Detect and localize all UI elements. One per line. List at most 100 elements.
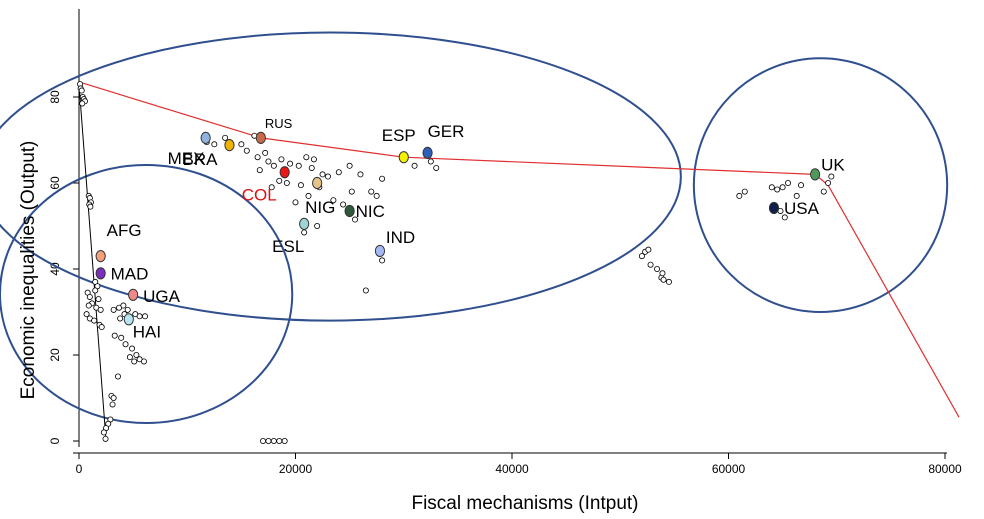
data-point (124, 306, 131, 313)
data-point (95, 296, 102, 303)
data-point (779, 184, 786, 191)
data-point (83, 311, 90, 318)
country-marker-hai (123, 313, 134, 326)
y-tick-label: 20 (48, 348, 62, 362)
data-point (136, 313, 143, 320)
data-point (660, 276, 667, 283)
data-point (781, 214, 788, 221)
country-marker-col (279, 166, 290, 179)
x-tick-label: 0 (76, 462, 83, 476)
country-label-nic: NIC (356, 202, 385, 221)
x-tick-label: 40000 (495, 462, 529, 476)
data-point (305, 192, 312, 199)
country-label-uga: UGA (143, 287, 181, 306)
data-point (92, 287, 99, 294)
data-point (741, 188, 748, 195)
data-point (645, 246, 652, 253)
country-label-col: COL (242, 185, 277, 204)
data-point (785, 179, 792, 186)
data-point (659, 270, 666, 277)
data-point (308, 164, 315, 171)
country-marker-bra (224, 139, 235, 152)
data-point (335, 169, 342, 176)
data-point (281, 437, 288, 444)
data-point (427, 158, 434, 165)
country-marker-nic (344, 204, 355, 218)
data-point (114, 373, 121, 380)
data-point (222, 134, 229, 141)
country-marker-ger (422, 146, 433, 159)
country-marker-rus (255, 131, 266, 144)
country-marker-esl (299, 217, 310, 230)
data-point (368, 188, 375, 195)
data-point (265, 437, 272, 444)
data-point (120, 302, 127, 309)
country-marker-usa (768, 201, 780, 215)
data-point (828, 173, 835, 180)
data-point (768, 184, 775, 191)
data-point (357, 171, 364, 178)
cluster-ellipses (0, 31, 949, 424)
data-point (118, 334, 125, 341)
data-point (86, 293, 93, 300)
data-point (314, 222, 321, 229)
data-point (126, 354, 133, 361)
data-point (140, 358, 147, 365)
data-point (825, 179, 832, 186)
data-point (301, 229, 308, 236)
data-point (295, 162, 302, 169)
data-point (142, 313, 149, 320)
data-point (373, 192, 380, 199)
data-point (265, 158, 272, 165)
data-point (310, 156, 317, 163)
country-label-esp: ESP (382, 126, 416, 145)
country-label-afg: AFG (107, 221, 142, 240)
data-point (270, 162, 277, 169)
data-point (324, 173, 331, 180)
data-point (260, 437, 267, 444)
axes: 0 20000 40000 60000 80000 0 20 40 60 80 (48, 9, 962, 476)
data-point (292, 199, 299, 206)
country-label-esl: ESL (272, 237, 304, 256)
data-point (117, 315, 124, 322)
data-point (283, 179, 290, 186)
data-point (79, 100, 86, 107)
data-point (278, 156, 285, 163)
country-marker-mex (200, 131, 211, 144)
country-label-mad: MAD (111, 264, 149, 283)
country-marker-afg (95, 250, 106, 263)
data-point (348, 188, 355, 195)
y-tick-label: 60 (48, 176, 62, 190)
data-point (87, 203, 94, 210)
data-point (111, 332, 118, 339)
data-point (268, 184, 275, 191)
country-marker-ind (374, 244, 386, 258)
data-point (736, 192, 743, 199)
data-point (129, 345, 136, 352)
country-label-mex: MEX (168, 149, 205, 168)
data-point (379, 175, 386, 182)
data-point (303, 154, 310, 161)
data-point (352, 216, 359, 223)
data-point (270, 437, 277, 444)
data-point (262, 149, 269, 156)
data-point (110, 306, 117, 313)
data-point (319, 171, 326, 178)
data-point (638, 253, 645, 260)
data-point (243, 147, 250, 154)
frontier-line-black (78, 84, 107, 442)
data-point (133, 351, 140, 358)
data-point (85, 302, 92, 309)
data-point (340, 201, 347, 208)
y-tick-label: 80 (48, 90, 62, 104)
data-point (346, 162, 353, 169)
data-point (102, 435, 109, 442)
data-point (793, 192, 800, 199)
country-label-ind: IND (386, 228, 415, 247)
y-axis-title: Economic inequalities (Output) (18, 141, 39, 400)
data-point (238, 141, 245, 148)
x-tick-label: 80000 (928, 462, 962, 476)
data-point (109, 401, 116, 408)
data-point (411, 162, 418, 169)
data-point (131, 358, 138, 365)
